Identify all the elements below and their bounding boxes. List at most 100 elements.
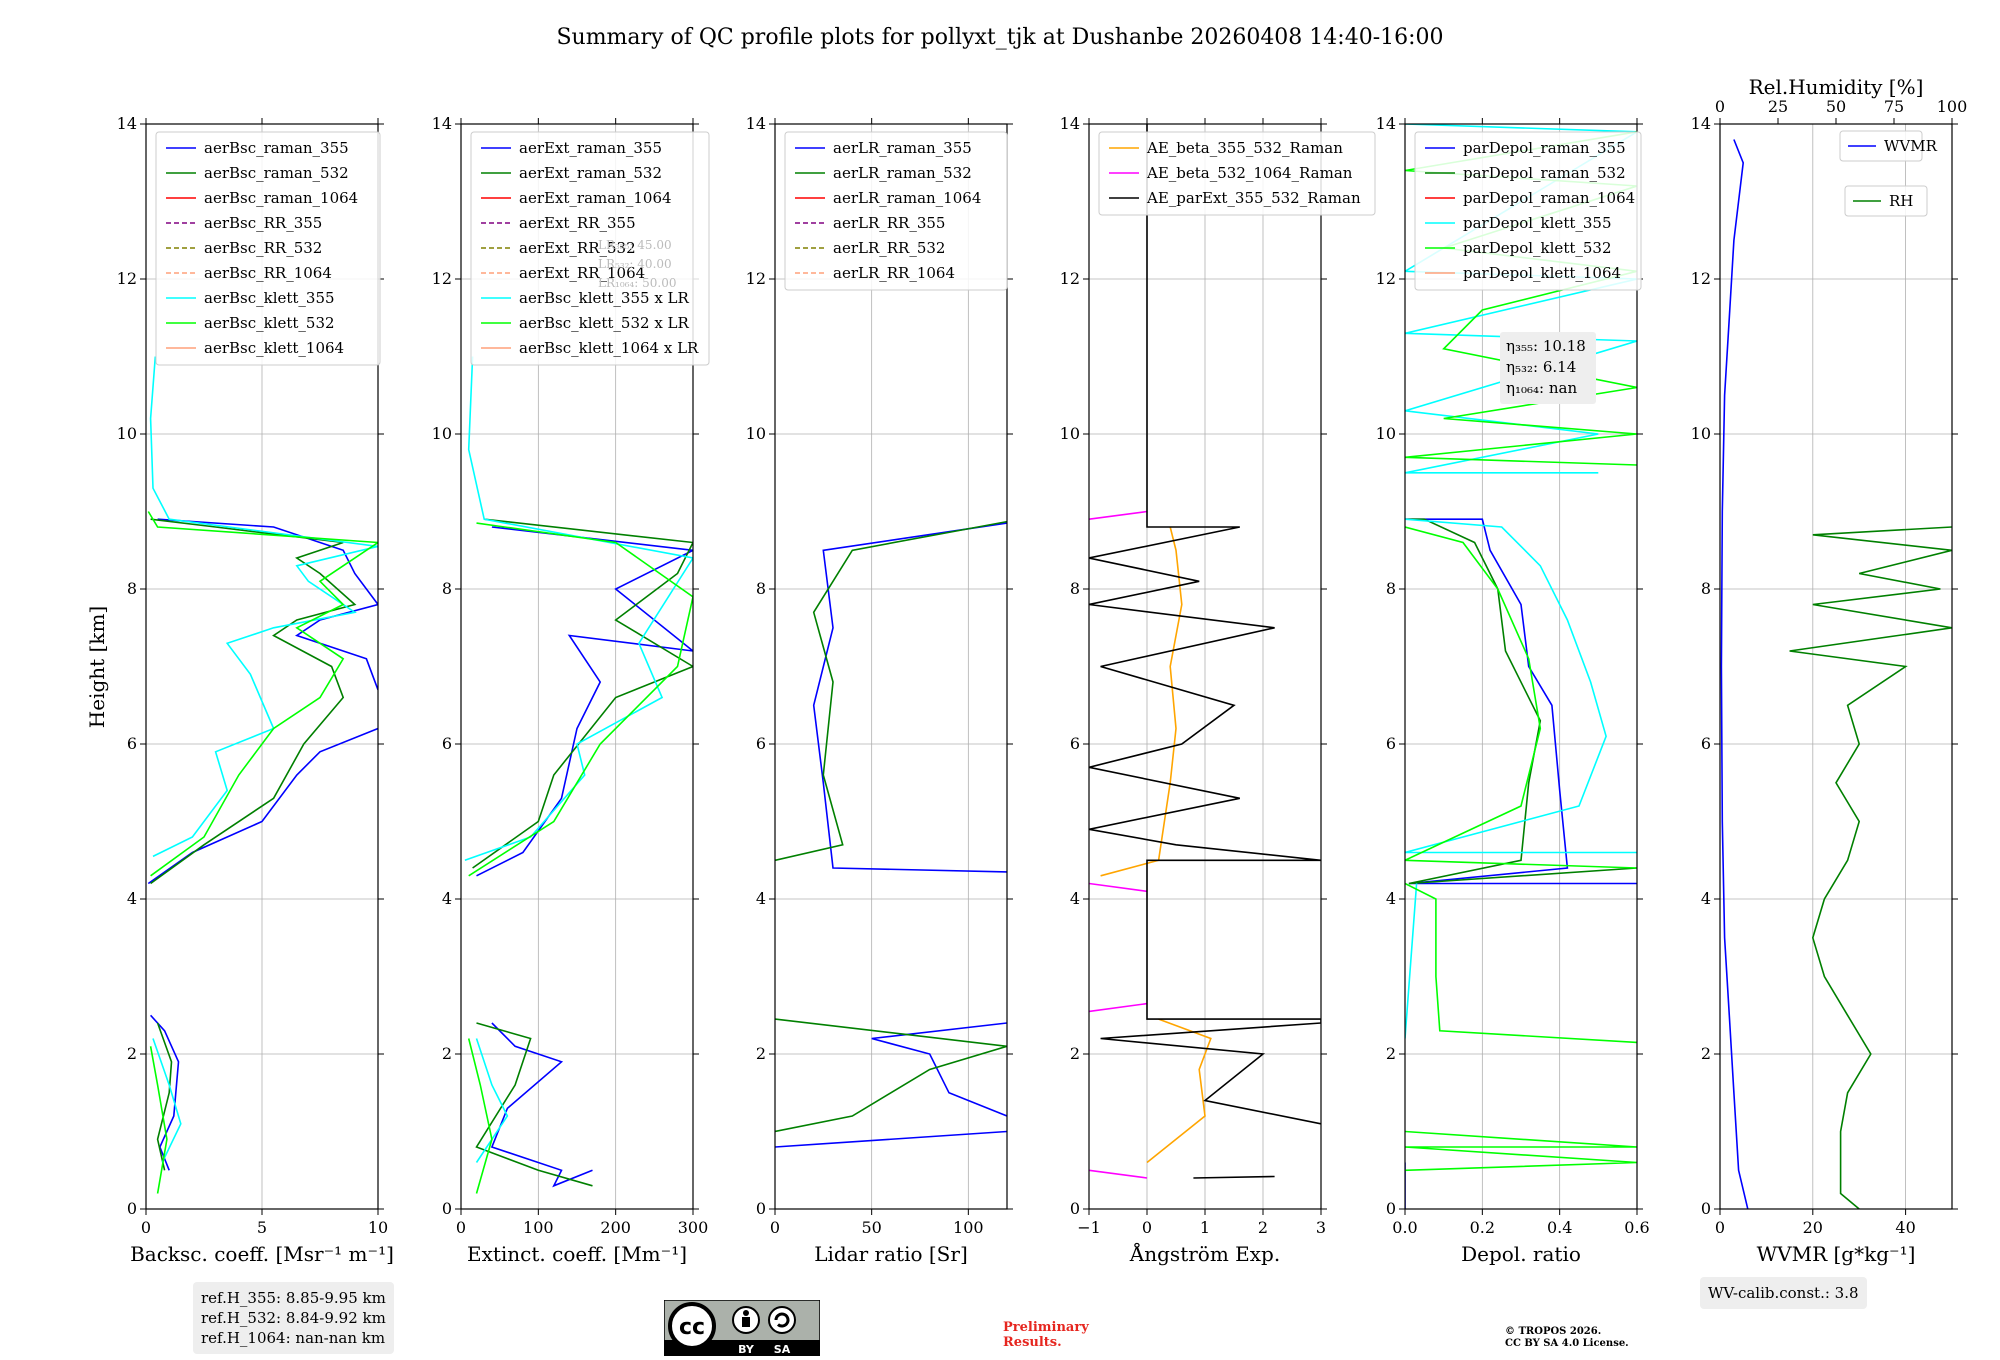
y-tick-label: 2 xyxy=(1386,1044,1396,1063)
series-line-aerBsc_raman_532 xyxy=(150,518,357,1171)
legend-label-aerLR_raman_355: aerLR_raman_355 xyxy=(833,139,972,157)
legend-label-aerBsc_klett_355 x LR: aerBsc_klett_355 x LR xyxy=(519,289,690,307)
top-axis-label: Rel.Humidity [%] xyxy=(1749,75,1924,99)
sa-share-alike-icon xyxy=(768,1306,796,1334)
series-line-parDepol_raman_532 xyxy=(1405,518,1637,885)
x-tick-label: 200 xyxy=(600,1218,631,1237)
x-axis-label-angstrom: Ångström Exp. xyxy=(1129,1241,1280,1266)
x-tick-label: 5 xyxy=(257,1218,267,1237)
figure-title: Summary of QC profile plots for pollyxt_… xyxy=(556,25,1443,50)
annotation-eta: η₁₀₆₄: nan xyxy=(1506,379,1577,397)
legend-label-aerLR_raman_532: aerLR_raman_532 xyxy=(833,164,972,182)
copyright-line-1: © TROPOS 2026. xyxy=(1505,1326,1602,1337)
y-tick-label: 4 xyxy=(1701,889,1711,908)
y-tick-label: 14 xyxy=(1060,114,1080,133)
y-tick-label: 12 xyxy=(1691,269,1711,288)
x-tick-label: 0.4 xyxy=(1547,1218,1572,1237)
legend-label-aerBsc_RR_355: aerBsc_RR_355 xyxy=(204,214,322,232)
x-axis-label-lidar_ratio: Lidar ratio [Sr] xyxy=(814,1242,968,1266)
series-line-aerExt_raman_532 xyxy=(472,518,693,1187)
y-tick-label: 4 xyxy=(1070,889,1080,908)
top-axis-tick-label: 100 xyxy=(1937,97,1968,116)
y-tick-label: 12 xyxy=(117,269,137,288)
axes-frame-water_vapor xyxy=(1719,123,1953,1210)
x-tick-label: 0.6 xyxy=(1624,1218,1649,1237)
y-tick-label: 0 xyxy=(1386,1199,1396,1218)
y-tick-label: 12 xyxy=(1376,269,1396,288)
y-tick-label: 0 xyxy=(442,1199,452,1218)
x-tick-label: 10 xyxy=(368,1218,388,1237)
x-tick-label: 300 xyxy=(678,1218,709,1237)
series-line-aerBsc_klett_532 x LR xyxy=(467,522,693,1194)
x-tick-label: 0 xyxy=(1142,1218,1152,1237)
series-line-aerBsc_klett_355 x LR xyxy=(464,356,693,1163)
legend-label-parDepol_raman_355: parDepol_raman_355 xyxy=(1463,139,1626,157)
by-icon-head xyxy=(743,1310,749,1316)
annotation-eta: η₃₅₅: 10.18 xyxy=(1506,337,1586,355)
legend-label-aerBsc_RR_532: aerBsc_RR_532 xyxy=(204,239,322,257)
legend-label-aerExt_RR_1064: aerExt_RR_1064 xyxy=(519,264,645,282)
y-tick-label: 10 xyxy=(1376,424,1396,443)
legend-box xyxy=(1839,130,1923,162)
ref-height-1064: ref.H_1064: nan-nan km xyxy=(201,1329,386,1347)
legend-box-extinction xyxy=(470,131,710,366)
y-tick-label: 0 xyxy=(1070,1199,1080,1218)
y-tick-label: 2 xyxy=(756,1044,766,1063)
y-tick-label: 8 xyxy=(1386,579,1396,598)
legend-box-angstrom xyxy=(1098,131,1376,216)
legend-label-aerBsc_klett_355: aerBsc_klett_355 xyxy=(204,289,335,307)
sa-icon-arrow xyxy=(774,1312,790,1328)
legend-label-aerLR_raman_1064: aerLR_raman_1064 xyxy=(833,189,981,207)
y-tick-label: 6 xyxy=(1070,734,1080,753)
y-tick-label: 2 xyxy=(1701,1044,1711,1063)
legend-label-aerLR_RR_532: aerLR_RR_532 xyxy=(833,239,945,257)
y-tick-label: 10 xyxy=(117,424,137,443)
x-tick-label: −1 xyxy=(1077,1218,1101,1237)
x-axis-label-backscatter: Backsc. coeff. [Msr⁻¹ m⁻¹] xyxy=(130,1242,394,1266)
y-tick-label: 4 xyxy=(756,889,766,908)
y-tick-label: 14 xyxy=(1691,114,1711,133)
wv-calib-box: WV-calib.const.: 3.8 xyxy=(1700,1277,1867,1309)
x-tick-label: 0 xyxy=(1715,1218,1725,1237)
legend-label-parDepol_raman_1064: parDepol_raman_1064 xyxy=(1463,189,1635,207)
legend-label-aerExt_RR_532: aerExt_RR_532 xyxy=(519,239,636,257)
y-tick-label: 10 xyxy=(1691,424,1711,443)
legend-label-WVMR: WVMR xyxy=(1884,137,1938,155)
annotation-eta: η₅₃₂: 6.14 xyxy=(1506,358,1576,376)
legend-label-aerExt_raman_355: aerExt_raman_355 xyxy=(519,139,662,157)
y-tick-label: 0 xyxy=(127,1199,137,1218)
x-tick-label: 50 xyxy=(861,1218,881,1237)
y-tick-label: 0 xyxy=(756,1199,766,1218)
legend-label-parDepol_klett_1064: parDepol_klett_1064 xyxy=(1463,264,1621,282)
legend-label-aerBsc_RR_1064: aerBsc_RR_1064 xyxy=(204,264,332,282)
annotation-lr: LR₁₀₆₄: 50.00 xyxy=(598,276,676,290)
y-tick-label: 8 xyxy=(442,579,452,598)
copyright-line-2: CC BY SA 4.0 License. xyxy=(1505,1338,1629,1349)
x-axis-label-depolarization: Depol. ratio xyxy=(1461,1242,1581,1266)
x-tick-label: 20 xyxy=(1803,1218,1823,1237)
series-line-aerBsc_klett_355 xyxy=(149,356,378,1163)
y-tick-label: 12 xyxy=(746,269,766,288)
legend-label-parDepol_raman_532: parDepol_raman_532 xyxy=(1463,164,1626,182)
x-tick-label: 2 xyxy=(1258,1218,1268,1237)
x-tick-label: 0 xyxy=(141,1218,151,1237)
x-tick-label: 1 xyxy=(1200,1218,1210,1237)
by-label: BY xyxy=(738,1343,755,1356)
x-axis-label-extinction: Extinct. coeff. [Mm⁻¹] xyxy=(467,1242,687,1266)
legend-label-parDepol_klett_355: parDepol_klett_355 xyxy=(1463,214,1612,232)
y-tick-label: 14 xyxy=(1376,114,1396,133)
y-tick-label: 10 xyxy=(746,424,766,443)
copyright-note: © TROPOS 2026. CC BY SA 4.0 License. xyxy=(1505,1326,1629,1350)
x-tick-label: 100 xyxy=(953,1218,984,1237)
legend-label-RH: RH xyxy=(1889,192,1913,210)
by-icon-body xyxy=(742,1317,750,1327)
y-tick-label: 2 xyxy=(442,1044,452,1063)
x-tick-label: 100 xyxy=(523,1218,554,1237)
legend-label-AE_parExt_355_532_Raman: AE_parExt_355_532_Raman xyxy=(1146,189,1361,207)
preliminary-line-2: Results. xyxy=(1003,1335,1062,1350)
legend-label-aerBsc_klett_1064: aerBsc_klett_1064 xyxy=(204,339,344,357)
legend-box-depolarization xyxy=(1414,131,1642,291)
annotation-lr: LR₃₅₅: 45.00 xyxy=(598,238,672,252)
top-axis-tick-label: 75 xyxy=(1884,97,1904,116)
